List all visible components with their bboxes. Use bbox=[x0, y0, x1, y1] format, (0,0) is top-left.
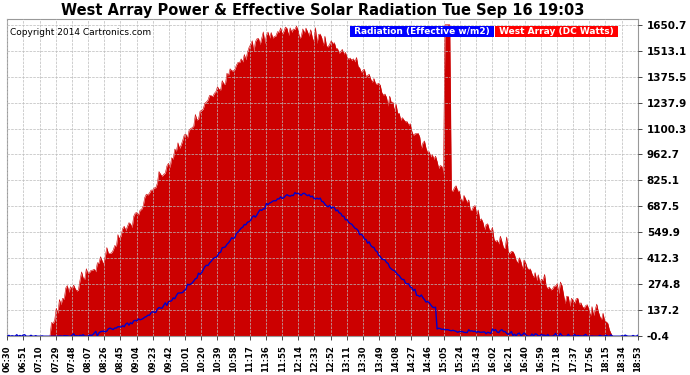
Text: Radiation (Effective w/m2): Radiation (Effective w/m2) bbox=[351, 27, 493, 36]
Text: Copyright 2014 Cartronics.com: Copyright 2014 Cartronics.com bbox=[10, 28, 152, 38]
Title: West Array Power & Effective Solar Radiation Tue Sep 16 19:03: West Array Power & Effective Solar Radia… bbox=[61, 3, 584, 18]
Text: West Array (DC Watts): West Array (DC Watts) bbox=[496, 27, 617, 36]
